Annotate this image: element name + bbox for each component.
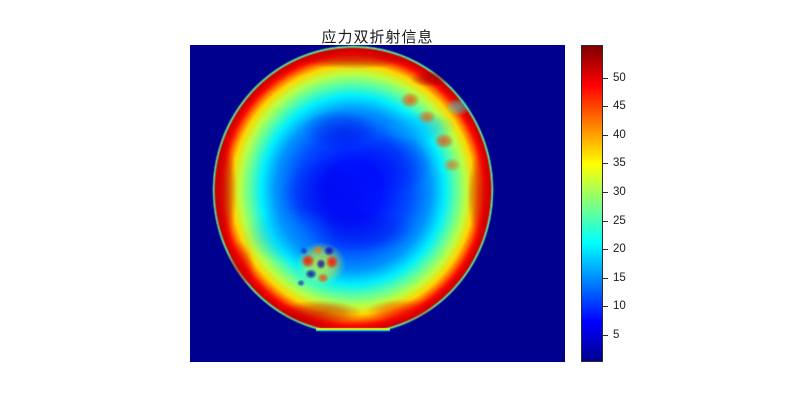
colorbar-tick-label: 50: [613, 71, 626, 84]
colorbar-tick-label: 35: [613, 157, 626, 170]
colorbar-tick-label: 25: [613, 214, 626, 227]
colorbar-tick-label: 20: [613, 243, 626, 255]
colorbar-tick: [603, 277, 608, 279]
colorbar-tick-label: 45: [613, 100, 626, 113]
colorbar-tick-label: 5: [613, 328, 620, 341]
wafer-heatmap-canvas: [190, 45, 565, 362]
heatmap-axes: [190, 45, 565, 362]
colorbar-tick: [603, 249, 608, 250]
colorbar-tick: [603, 192, 608, 193]
colorbar-tick-label: 10: [613, 300, 626, 312]
colorbar-tick: [603, 106, 608, 108]
colorbar-tick: [603, 163, 608, 165]
colorbar-tick: [603, 220, 608, 222]
colorbar-tick-label: 15: [613, 271, 626, 284]
colorbar-tick: [603, 306, 608, 307]
colorbar-tick-label: 40: [613, 128, 626, 141]
colorbar: 5 10 15 20 25 30 35 40 45 50: [581, 45, 626, 362]
colorbar-tick-label: 30: [613, 186, 626, 198]
plot-title: 应力双折射信息: [321, 30, 434, 46]
colorbar-tick: [603, 77, 608, 79]
colorbar-tick: [603, 134, 608, 136]
colorbar-tick: [603, 334, 608, 336]
